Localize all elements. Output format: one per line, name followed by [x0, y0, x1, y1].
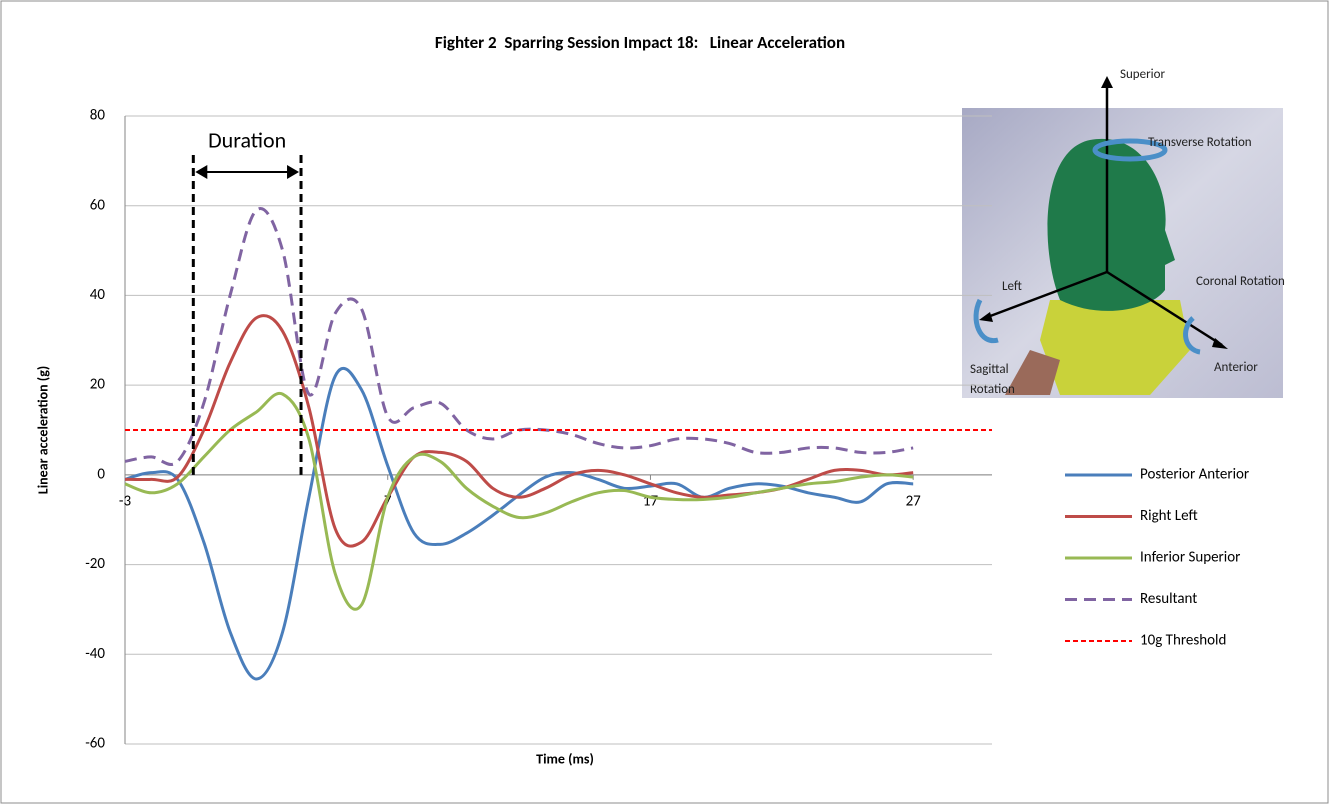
arrow-head: [195, 165, 208, 179]
rotation-arrow: [973, 298, 999, 344]
legend-label: Inferior Superior: [1140, 549, 1240, 567]
legend-label: Posterior Anterior: [1140, 466, 1249, 484]
arrow-head: [1212, 338, 1228, 349]
y-tick-label: -60: [85, 735, 105, 753]
x-axis-label: Time (ms): [536, 750, 594, 767]
neck: [1040, 300, 1190, 395]
y-tick-label: -40: [85, 645, 105, 663]
series-line: [124, 391, 914, 611]
inset-label: Transverse Rotation: [1148, 135, 1252, 150]
inset-label: Left: [1002, 279, 1022, 294]
chart-title: Fighter 2 Sparring Session Impact 18: Li…: [435, 32, 845, 53]
inset-label: Rotation: [970, 382, 1015, 397]
x-tick-label: 27: [906, 492, 922, 510]
inset-label: Superior: [1120, 67, 1165, 82]
head: [1047, 138, 1175, 311]
y-tick-label: 80: [90, 107, 106, 125]
legend-label: Resultant: [1140, 590, 1197, 608]
y-axis-label: Linear acceleration (g): [34, 366, 51, 494]
rotation-arrow: [1092, 138, 1168, 162]
y-tick-label: 0: [97, 465, 105, 483]
arrow-head: [1101, 76, 1113, 88]
rotation-arrow: [1183, 316, 1201, 355]
y-tick-label: 20: [90, 376, 106, 394]
y-tick-label: 40: [90, 286, 106, 304]
y-tick-label: 60: [90, 196, 106, 214]
inset-label: Anterior: [1214, 360, 1258, 375]
inset-label: Sagittal: [970, 362, 1009, 377]
inset-figure: Superior Transverse Rotation Left Corona…: [962, 67, 1285, 398]
shoulder: [1005, 350, 1060, 395]
axis-arrow: [984, 270, 1108, 320]
axis-arrow: [1106, 270, 1223, 347]
arrow-head: [979, 312, 993, 322]
legend-label: Right Left: [1140, 507, 1198, 525]
series-line: [124, 207, 914, 466]
inset-label: Coronal Rotation: [1196, 274, 1285, 289]
annotation-label: Duration: [208, 126, 286, 153]
arrow-head: [287, 165, 300, 179]
x-tick-label: -3: [119, 492, 132, 510]
y-tick-label: -20: [85, 555, 105, 573]
legend-label: 10g Threshold: [1140, 632, 1226, 650]
